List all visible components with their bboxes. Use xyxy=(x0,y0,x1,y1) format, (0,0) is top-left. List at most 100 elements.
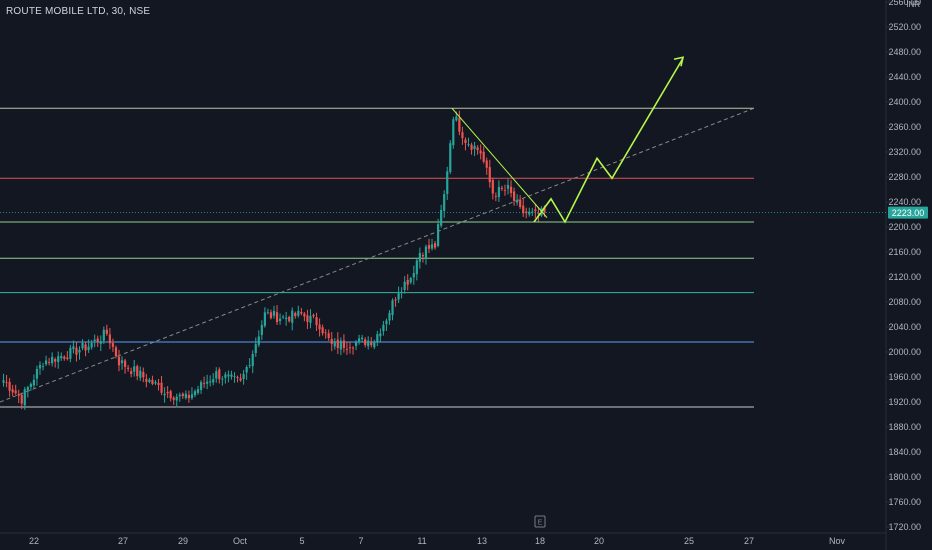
candle xyxy=(272,305,276,319)
price-tick-label: 1800.00 xyxy=(888,472,921,482)
candle xyxy=(218,367,221,384)
candle xyxy=(248,358,251,369)
candle xyxy=(133,360,136,377)
candle xyxy=(357,334,361,345)
candle xyxy=(309,309,312,329)
candle xyxy=(127,364,130,372)
candle xyxy=(324,329,327,339)
candle xyxy=(242,369,245,385)
price-tick-label: 2160.00 xyxy=(888,247,921,257)
candle xyxy=(528,207,531,217)
candle xyxy=(297,305,300,318)
candle xyxy=(163,387,166,403)
candle xyxy=(102,326,105,344)
time-tick-label: 18 xyxy=(535,536,545,546)
candle xyxy=(373,339,376,350)
candle xyxy=(482,146,485,164)
price-tick-label: 2200.00 xyxy=(888,222,921,232)
price-tick-label: 2440.00 xyxy=(888,72,921,82)
price-tick-label: 2560.00 xyxy=(888,0,921,7)
candle xyxy=(114,345,118,359)
candle xyxy=(169,389,172,402)
time-tick-label: 11 xyxy=(417,536,426,546)
candle xyxy=(175,393,178,408)
candle xyxy=(184,390,187,400)
candle xyxy=(278,313,282,325)
candle xyxy=(385,318,388,331)
candle xyxy=(339,337,342,356)
candle xyxy=(11,384,14,397)
candle xyxy=(388,310,391,325)
candle xyxy=(254,337,257,357)
chart-title: ROUTE MOBILE LTD, 30, NSE xyxy=(6,6,151,17)
projection-layer xyxy=(451,56,685,224)
price-tick-label: 1720.00 xyxy=(888,522,921,532)
price-tick-label: 2360.00 xyxy=(888,122,921,132)
time-tick-label: 7 xyxy=(358,536,363,546)
candle xyxy=(351,346,355,355)
candle xyxy=(336,332,339,355)
candle xyxy=(148,377,151,384)
candle xyxy=(379,328,382,343)
candle xyxy=(136,364,139,381)
candle xyxy=(342,334,345,353)
time-tick-label: 20 xyxy=(594,536,604,546)
price-tick-label: 1840.00 xyxy=(888,447,921,457)
candle xyxy=(300,307,303,316)
price-tick-label: 1880.00 xyxy=(888,422,921,432)
time-tick-label: 27 xyxy=(744,536,754,546)
candle xyxy=(227,370,230,383)
candle xyxy=(461,126,464,145)
projection-path[interactable] xyxy=(533,57,684,224)
candle xyxy=(470,142,473,155)
candle xyxy=(488,159,491,188)
price-axis-bg xyxy=(886,0,932,550)
candle xyxy=(327,329,330,341)
time-tick-label: 5 xyxy=(299,536,304,546)
candle xyxy=(437,218,440,248)
candle xyxy=(497,180,500,202)
candle xyxy=(519,195,522,209)
candle xyxy=(120,356,124,370)
candle xyxy=(23,386,26,410)
candle xyxy=(57,351,60,369)
candle xyxy=(221,376,224,386)
candle xyxy=(130,367,133,378)
candle xyxy=(446,166,449,200)
candle xyxy=(333,337,336,350)
candle xyxy=(212,373,215,386)
time-tick-label: 29 xyxy=(178,536,188,546)
candle xyxy=(51,352,54,367)
candle xyxy=(370,337,373,348)
candle xyxy=(78,346,81,360)
candle xyxy=(48,357,51,366)
candle xyxy=(364,337,367,348)
candle xyxy=(403,276,406,294)
candle xyxy=(376,330,379,346)
candle xyxy=(84,342,87,357)
candle xyxy=(108,327,111,350)
candle xyxy=(345,342,349,355)
candle xyxy=(367,336,370,350)
wedge-upper-line[interactable] xyxy=(451,107,548,218)
candle xyxy=(522,198,525,217)
candle xyxy=(17,389,20,404)
dashed-trendline[interactable] xyxy=(0,107,755,403)
candle xyxy=(215,367,218,383)
candle xyxy=(500,185,504,192)
candle xyxy=(224,371,227,384)
candle xyxy=(154,380,157,386)
current-price-tag: 2223.00 xyxy=(0,206,928,219)
candle xyxy=(318,318,321,337)
candle xyxy=(230,370,233,380)
event-flag-label: E xyxy=(538,520,543,527)
candle xyxy=(467,137,470,147)
candle xyxy=(406,274,409,291)
candle xyxy=(63,355,66,361)
event-flag[interactable]: E xyxy=(534,515,546,528)
candle xyxy=(166,386,169,398)
time-tick-label: Nov xyxy=(829,536,846,546)
candle xyxy=(245,365,248,380)
candle xyxy=(72,340,75,354)
